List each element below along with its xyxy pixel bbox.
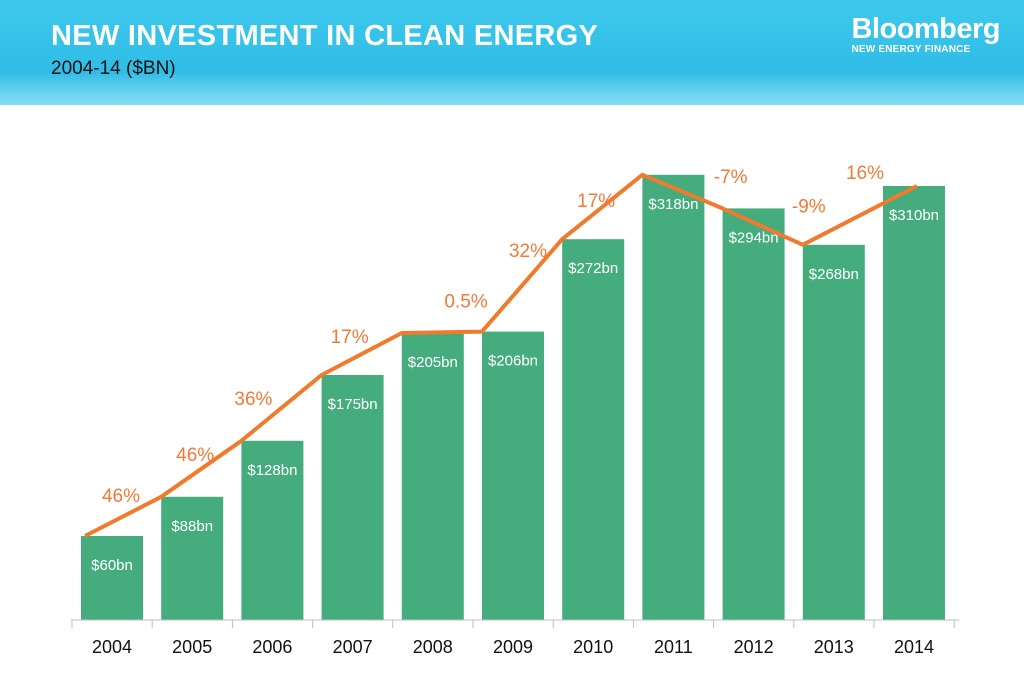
bar-value-label: $206bn bbox=[488, 353, 538, 370]
x-tick-label: 2005 bbox=[172, 637, 212, 657]
growth-label: -7% bbox=[714, 167, 748, 188]
x-tick-label: 2008 bbox=[413, 637, 453, 657]
x-tick-label: 2010 bbox=[573, 637, 613, 657]
chart-title: NEW INVESTMENT IN CLEAN ENERGY bbox=[51, 20, 599, 52]
x-tick-label: 2006 bbox=[252, 637, 292, 657]
brand-name: Bloomberg bbox=[851, 13, 1000, 45]
x-tick-label: 2011 bbox=[654, 637, 693, 657]
growth-label: 16% bbox=[846, 163, 884, 184]
x-tick-label: 2013 bbox=[814, 637, 854, 657]
bar-value-label: $128bn bbox=[247, 462, 297, 479]
bar-2012 bbox=[722, 208, 785, 620]
growth-label: 32% bbox=[509, 241, 547, 262]
bar-2006 bbox=[241, 440, 304, 620]
bar-2004 bbox=[81, 536, 143, 620]
growth-label: 46% bbox=[176, 445, 214, 466]
bar-2005 bbox=[161, 496, 224, 620]
bar-value-label: $310bn bbox=[889, 207, 939, 224]
bar-chart: $60bn $88bn $128bn $175bn $205bn $206bn $272bn… bbox=[71, 163, 960, 657]
bar-value-label: $60bn bbox=[91, 557, 133, 574]
bar-2008 bbox=[401, 333, 464, 620]
bar-2010 bbox=[562, 239, 625, 620]
bar-value-label: $175bn bbox=[328, 396, 378, 413]
bar-2007 bbox=[321, 375, 384, 620]
bar-2011 bbox=[642, 174, 705, 621]
x-tick-label: 2012 bbox=[734, 637, 774, 657]
brand-subtitle: NEW ENERGY FINANCE bbox=[851, 44, 971, 55]
growth-label: 0.5% bbox=[444, 292, 487, 313]
bar-2009 bbox=[482, 331, 544, 620]
x-tick-label: 2014 bbox=[894, 637, 934, 657]
bar-value-label: $88bn bbox=[171, 518, 213, 535]
chart-panel: $60bn $88bn $128bn $175bn $205bn $206bn $272bn… bbox=[55, 108, 973, 668]
growth-label: 36% bbox=[234, 389, 272, 410]
brand-logo: Bloomberg NEW ENERGY FINANCE bbox=[851, 14, 1000, 56]
bar-value-label: $294bn bbox=[729, 229, 779, 246]
x-tick-label: 2009 bbox=[493, 637, 533, 657]
header-banner: NEW INVESTMENT IN CLEAN ENERGY 2004-14 (… bbox=[0, 0, 1024, 105]
chart-subtitle: 2004-14 ($BN) bbox=[51, 58, 176, 79]
growth-label: 17% bbox=[577, 191, 615, 212]
growth-label: 17% bbox=[331, 327, 369, 348]
header-wave bbox=[0, 70, 1024, 105]
bar-2013 bbox=[802, 244, 865, 621]
bar-value-label: $205bn bbox=[408, 354, 458, 371]
bar-value-label: $272bn bbox=[568, 260, 618, 277]
growth-label: 46% bbox=[102, 486, 140, 507]
bar-2014 bbox=[883, 186, 945, 620]
bar-value-label: $318bn bbox=[648, 196, 698, 213]
x-tick-label: 2004 bbox=[92, 637, 132, 657]
growth-trend-line bbox=[84, 172, 918, 538]
x-tick-label: 2007 bbox=[333, 637, 373, 657]
bar-value-label: $268bn bbox=[809, 266, 859, 283]
growth-label: -9% bbox=[792, 196, 826, 217]
